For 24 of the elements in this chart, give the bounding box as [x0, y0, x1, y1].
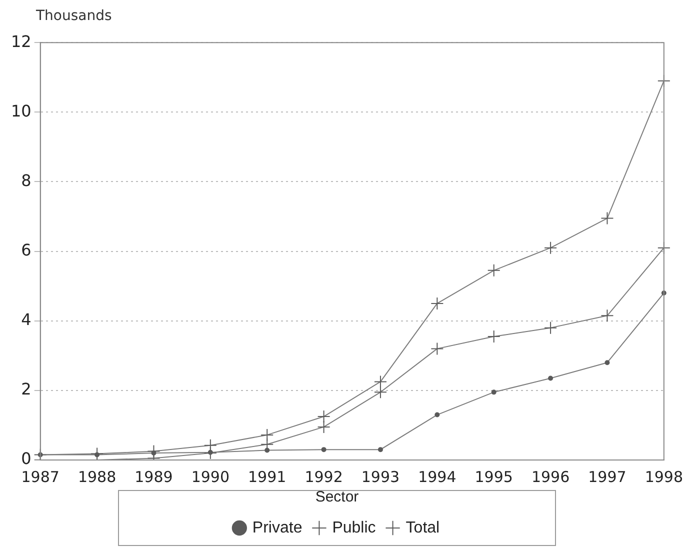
legend-title: Sector: [315, 488, 359, 506]
y-tick-label: 12: [11, 32, 32, 51]
y-axis-title: Thousands: [36, 8, 112, 24]
legend-label: Private: [252, 519, 302, 536]
x-tick-label: 1989: [134, 468, 173, 486]
x-tick-label: 1997: [588, 468, 626, 486]
y-tick-label: 4: [21, 310, 32, 330]
x-tick-label: 1995: [474, 468, 513, 486]
x-tick-label: 1992: [304, 468, 343, 486]
y-tick-label: 2: [21, 380, 32, 399]
x-tick-label: 1996: [531, 468, 570, 486]
y-tick-label: 8: [21, 170, 32, 190]
legend-label: Total: [406, 519, 440, 536]
x-tick-label: 1994: [418, 468, 456, 486]
y-tick-label: 0: [21, 449, 32, 468]
y-tick-label: 6: [21, 240, 32, 260]
x-tick-label: 1987: [21, 468, 60, 486]
x-tick-label: 1993: [361, 468, 400, 486]
x-tick-label: 1990: [191, 468, 230, 486]
x-tick-label: 1998: [644, 468, 684, 486]
x-tick-label: 1991: [248, 468, 286, 486]
x-tick-label: 1988: [78, 468, 116, 486]
legend-label: Public: [332, 519, 376, 536]
y-tick-label: 10: [11, 101, 32, 120]
